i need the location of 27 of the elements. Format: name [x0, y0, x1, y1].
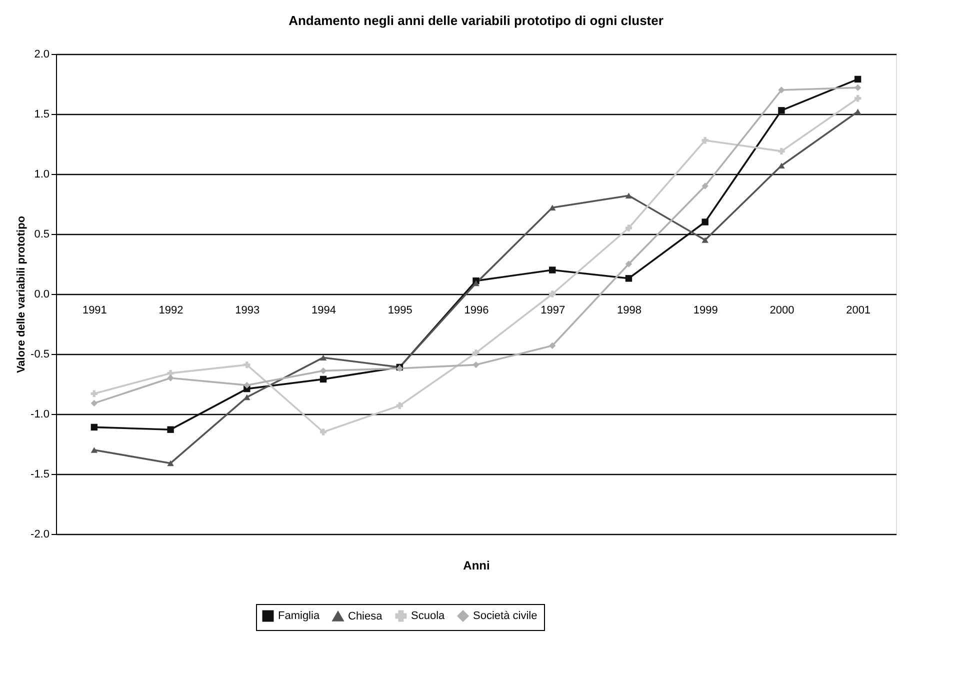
y-tick-label: -1.0 [30, 408, 50, 420]
x-tick-label: 1999 [693, 304, 718, 316]
x-tick-label: 1991 [82, 304, 107, 316]
legend-label: Società civile [473, 610, 538, 622]
x-tick-label: 1995 [388, 304, 412, 316]
chart-title: Andamento negli anni delle variabili prototipo di ogni cluster [288, 13, 664, 28]
y-tick-label: 0.5 [34, 228, 50, 240]
x-tick-label: 1992 [158, 304, 184, 316]
x-tick-label: 1993 [235, 304, 260, 316]
y-tick-label: 1.0 [34, 168, 50, 180]
x-tick-label: 1997 [540, 304, 566, 316]
x-tick-label: 2000 [770, 304, 794, 316]
y-tick-label: 0.0 [34, 288, 50, 300]
legend-label: Scuola [411, 610, 446, 622]
y-axis-title: Valore delle variabili prototipo [16, 216, 28, 374]
y-tick-label: 1.5 [34, 108, 50, 120]
x-tick-label: 1996 [464, 304, 489, 316]
y-tick-label: 2.0 [34, 48, 50, 60]
x-tick-label: 2001 [846, 304, 871, 316]
x-tick-label: 1998 [616, 304, 642, 316]
y-tick-label: -0.5 [30, 348, 50, 360]
y-tick-label: -1.5 [30, 468, 50, 480]
legend-label: Chiesa [348, 610, 384, 622]
x-axis-title: Anni [463, 558, 490, 572]
x-tick-label: 1994 [312, 304, 336, 316]
legend-label: Famiglia [278, 610, 320, 622]
y-tick-label: -2.0 [30, 528, 50, 540]
